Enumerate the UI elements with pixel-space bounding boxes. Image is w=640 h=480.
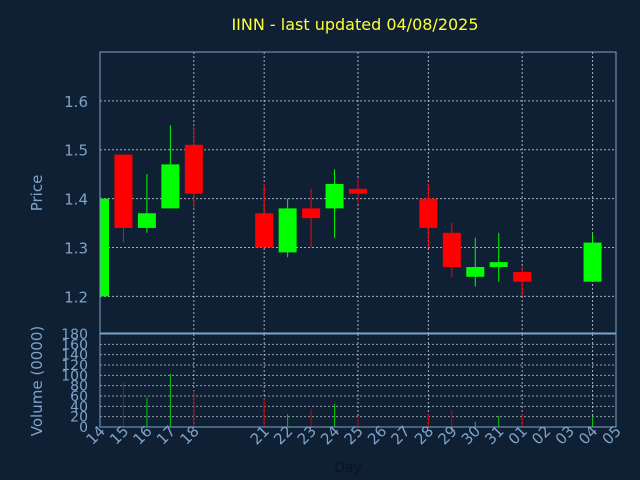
volume-tick-label: 80: [70, 379, 88, 395]
candle-body: [255, 213, 274, 248]
chart-title: IINN - last updated 04/08/2025: [231, 15, 478, 34]
candle-body: [278, 208, 297, 253]
candle-body: [184, 144, 203, 194]
price-tick-label: 1.2: [64, 288, 88, 306]
candle-body: [325, 183, 344, 209]
candle-body: [419, 198, 438, 228]
candle-body: [302, 208, 321, 219]
volume-tick-label: 60: [70, 389, 88, 405]
candle-body: [442, 232, 461, 268]
volume-axis-label: Volume (0000): [28, 326, 46, 436]
volume-tick-label: 40: [70, 399, 88, 415]
volume-tick-label: 180: [61, 327, 88, 343]
volume-tick-label: 20: [70, 410, 88, 426]
price-frame: [99, 51, 617, 334]
volume-tick-label: 140: [61, 348, 88, 364]
price-tick-label: 1.4: [64, 191, 88, 209]
volume-frame: [99, 333, 617, 428]
price-panel: 1.2 1.3 1.4 1.5 1.6: [64, 51, 617, 334]
volume-tick-label: 120: [61, 358, 88, 374]
volume-tick-label: 0: [79, 420, 88, 436]
candle-body: [513, 271, 532, 282]
price-tick-label: 1.5: [64, 142, 88, 160]
x-axis-label: Day: [334, 460, 362, 476]
candle-body: [583, 242, 602, 282]
volume-tick-label: 100: [61, 368, 88, 384]
candle-body: [114, 154, 133, 228]
candle-body: [349, 188, 367, 194]
price-tick-label: 1.6: [64, 93, 88, 111]
candle-body: [100, 198, 109, 297]
price-axis-label: Price: [28, 175, 46, 212]
candle-body: [466, 267, 485, 277]
candle-body: [137, 213, 156, 228]
candle-body: [489, 262, 508, 268]
price-tick-label: 1.3: [64, 239, 88, 257]
volume-tick-label: 160: [61, 337, 88, 353]
candle-body: [161, 164, 180, 209]
